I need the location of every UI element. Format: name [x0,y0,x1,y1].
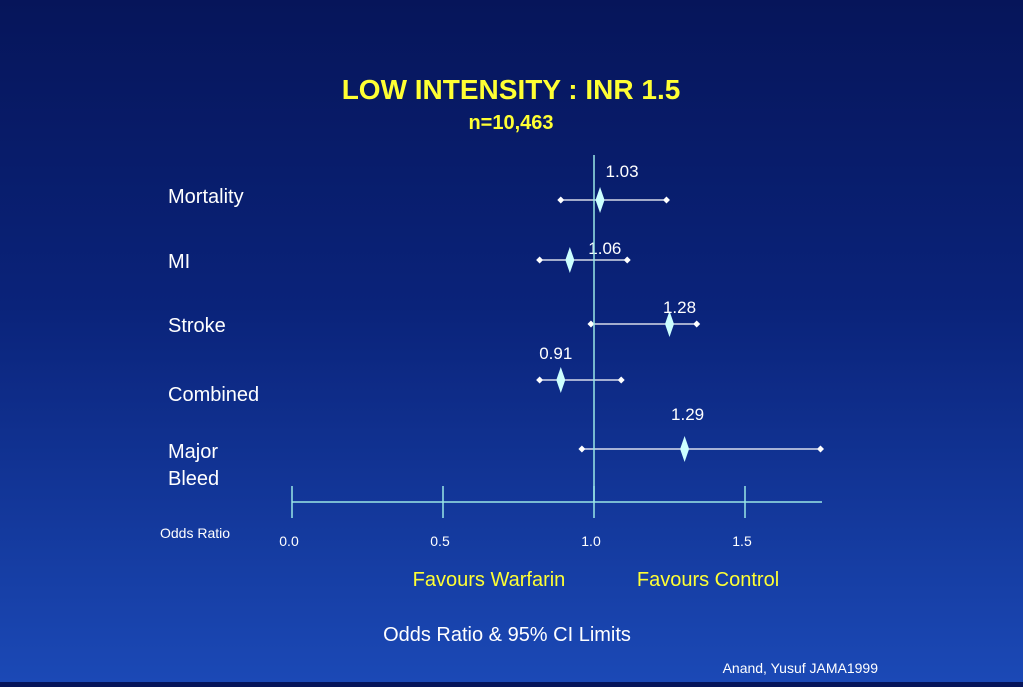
forest-row: Mortality 1.03 [168,162,670,213]
forest-row: Stroke 1.28 [168,298,701,337]
favours-warfarin-label: Favours Warfarin [413,569,566,591]
forest-row: Major Bleed 1.29 [168,405,824,490]
row-label: Stroke [168,315,226,337]
ci-end-marker [536,376,544,384]
forest-rows: Mortality 1.03 MI 1.06 Stroke 1.28 Combined 0.9… [168,162,824,490]
row-label: Mortality [168,186,244,208]
ci-end-marker [662,196,670,204]
value-label: 1.29 [671,405,704,424]
x-axis-label: Odds Ratio [160,525,230,541]
ci-end-marker [617,376,625,384]
x-axis: 0.0 0.5 1.0 1.5 [279,155,822,549]
chart-subtitle: n=10,463 [468,112,553,134]
point-estimate [680,436,690,462]
value-label: 1.28 [663,298,696,317]
value-label: 0.91 [539,344,572,363]
row-label: Bleed [168,468,219,490]
x-tick-label: 1.5 [732,533,752,549]
ci-end-marker [623,256,631,264]
row-label: MI [168,251,190,273]
x-tick-label: 0.0 [279,533,299,549]
value-label: 1.06 [588,239,621,258]
value-label: 1.03 [605,162,638,181]
ci-end-marker [693,320,701,328]
x-tick-label: 1.0 [581,533,601,549]
row-label: Combined [168,384,259,406]
ci-end-marker [817,445,824,453]
point-estimate [595,187,605,213]
forest-row: Combined 0.91 [168,344,625,406]
chart-title: LOW INTENSITY : INR 1.5 [342,74,681,105]
point-estimate [565,247,575,273]
ci-end-marker [578,445,586,453]
axis-caption: Odds Ratio & 95% CI Limits [383,624,631,646]
row-label: Major [168,441,218,463]
ci-end-marker [557,196,565,204]
forest-row: MI 1.06 [168,239,631,273]
ci-end-marker [587,320,595,328]
point-estimate [556,367,566,393]
x-tick-label: 0.5 [430,533,450,549]
point-estimate [665,311,674,337]
favours-control-label: Favours Control [637,569,779,591]
ci-end-marker [536,256,544,264]
citation: Anand, Yusuf JAMA1999 [723,660,879,676]
